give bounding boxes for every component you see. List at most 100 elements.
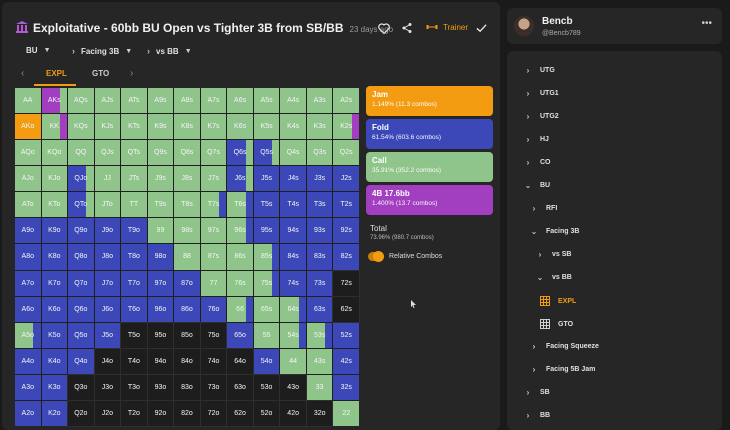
hand-cell[interactable]: 63s	[306, 296, 333, 322]
hand-cell[interactable]: 96o	[147, 296, 174, 322]
hand-cell[interactable]: J4s	[280, 166, 306, 192]
hand-cell[interactable]: 73o	[199, 373, 228, 401]
tree-node-vs-bb[interactable]: ⌄ vs BB	[536, 273, 572, 282]
hand-cell[interactable]: QTs	[121, 140, 147, 166]
hand-cell[interactable]: J5o	[94, 322, 121, 348]
hand-cell[interactable]: 93s	[306, 218, 333, 244]
tree-node-co[interactable]: › CO	[524, 158, 551, 167]
hand-cell[interactable]: 72o	[199, 399, 228, 428]
hand-cell[interactable]: A8o	[15, 244, 41, 270]
hand-cell[interactable]: 87s	[200, 244, 227, 270]
hand-cell[interactable]: 77	[200, 270, 227, 296]
hand-cell[interactable]: 82s	[333, 244, 359, 270]
hand-cell[interactable]: 88	[174, 244, 200, 270]
hand-cell[interactable]: K5s	[253, 114, 280, 140]
hand-cell[interactable]: Q6s	[227, 140, 253, 166]
hand-cell[interactable]: K6o	[41, 296, 68, 322]
avatar[interactable]	[514, 16, 534, 36]
hand-cell[interactable]: 32o	[305, 399, 334, 428]
hand-cell[interactable]: J3s	[306, 166, 333, 192]
hand-cell[interactable]: K4s	[280, 114, 306, 140]
hand-cell[interactable]: 72s	[332, 269, 360, 297]
tree-node-facing-squeeze[interactable]: › Facing Squeeze	[530, 342, 599, 351]
hand-cell[interactable]: QJo	[68, 166, 94, 192]
hand-cell[interactable]: KTs	[121, 114, 147, 140]
hand-cell[interactable]: 64o	[226, 347, 254, 375]
hand-cell[interactable]: A7s	[200, 88, 227, 114]
hand-cell[interactable]: 97o	[147, 270, 174, 296]
favorite-button[interactable]	[376, 20, 392, 36]
hand-cell[interactable]: Q2o	[67, 399, 95, 428]
hand-cell[interactable]: K2o	[41, 400, 68, 426]
toggle-switch[interactable]	[368, 251, 384, 262]
hand-cell[interactable]: T5o	[120, 321, 148, 349]
hand-cell[interactable]: 98o	[147, 244, 174, 270]
tree-node-utg[interactable]: › UTG	[524, 66, 555, 75]
hand-cell[interactable]: AQo	[15, 140, 41, 166]
hand-cell[interactable]: T7s	[200, 192, 227, 218]
hand-cell[interactable]: QTo	[68, 192, 94, 218]
hand-cell[interactable]: A3o	[15, 374, 41, 400]
hand-cell[interactable]: T9s	[147, 192, 174, 218]
hand-cell[interactable]: T5s	[253, 192, 280, 218]
hand-cell[interactable]: Q2s	[333, 140, 359, 166]
hand-cell[interactable]: K8s	[174, 114, 200, 140]
hand-cell[interactable]: KJo	[41, 166, 68, 192]
hand-cell[interactable]: T2o	[120, 399, 148, 428]
tree-node-utg2[interactable]: › UTG2	[524, 112, 559, 121]
hand-cell[interactable]: K7o	[41, 270, 68, 296]
chevron-right-icon[interactable]: ›	[130, 68, 134, 79]
hand-cell[interactable]: 54o	[253, 348, 280, 374]
hand-cell[interactable]: 83s	[306, 244, 333, 270]
hand-cell[interactable]: 65s	[253, 296, 280, 322]
hand-cell[interactable]: 84s	[280, 244, 306, 270]
hand-cell[interactable]: T3o	[120, 373, 148, 401]
hand-cell[interactable]: 54s	[280, 322, 306, 348]
hand-cell[interactable]: QQ	[68, 140, 94, 166]
share-button[interactable]	[399, 20, 415, 36]
hand-cell[interactable]: J6o	[94, 296, 121, 322]
hand-cell[interactable]: JTs	[121, 166, 147, 192]
hand-cell[interactable]: Q9o	[68, 218, 94, 244]
hand-cell[interactable]: T7o	[121, 270, 147, 296]
hand-cell[interactable]: 55	[253, 322, 280, 348]
situation-filter[interactable]: › Facing 3B ▼	[72, 46, 132, 56]
hand-cell[interactable]: AKs	[41, 88, 68, 114]
hand-cell[interactable]: J8o	[94, 244, 121, 270]
tree-node-hj[interactable]: › HJ	[524, 135, 549, 144]
tree-node-utg1[interactable]: › UTG1	[524, 89, 559, 98]
hand-cell[interactable]: A9s	[147, 88, 174, 114]
tree-node-vs-sb[interactable]: › vs SB	[536, 250, 572, 259]
hand-cell[interactable]: 73s	[306, 270, 333, 296]
hand-cell[interactable]: J2o	[93, 399, 122, 428]
position-filter[interactable]: BU ▼	[26, 46, 51, 55]
hand-cell[interactable]: A5s	[253, 88, 280, 114]
hand-cell[interactable]: KK	[41, 114, 68, 140]
confirm-button[interactable]	[473, 20, 489, 36]
hand-cell[interactable]: 87o	[174, 270, 200, 296]
legend-4bet[interactable]: 4B 17.6bb 1.400% (13.7 combos)	[366, 185, 493, 215]
hand-cell[interactable]: A6o	[15, 296, 41, 322]
hand-cell[interactable]: 62o	[226, 399, 254, 428]
hand-cell[interactable]: JTo	[94, 192, 121, 218]
hand-cell[interactable]: T8o	[121, 244, 147, 270]
hand-cell[interactable]: T6o	[121, 296, 147, 322]
hand-cell[interactable]: J9o	[94, 218, 121, 244]
hand-cell[interactable]: A5o	[15, 322, 41, 348]
trainer-button[interactable]: Trainer	[426, 22, 468, 32]
hand-cell[interactable]: 53s	[306, 322, 333, 348]
hand-cell[interactable]: J2s	[333, 166, 359, 192]
hand-cell[interactable]: K9o	[41, 218, 68, 244]
tree-node-gto[interactable]: GTO	[540, 319, 573, 329]
tree-node-expl[interactable]: EXPL	[540, 296, 576, 306]
hand-cell[interactable]: A2o	[15, 400, 41, 426]
hand-cell[interactable]: T6s	[227, 192, 253, 218]
hand-cell[interactable]: 86s	[227, 244, 253, 270]
more-options-icon[interactable]: •••	[701, 18, 712, 29]
hand-cell[interactable]: 92s	[333, 218, 359, 244]
legend-jam[interactable]: Jam 1.149% (11.3 combos)	[366, 86, 493, 116]
hand-cell[interactable]: JJ	[94, 166, 121, 192]
hand-cell[interactable]: T3s	[306, 192, 333, 218]
hand-cell[interactable]: AJs	[94, 88, 121, 114]
hand-cell[interactable]: 33	[306, 374, 333, 400]
